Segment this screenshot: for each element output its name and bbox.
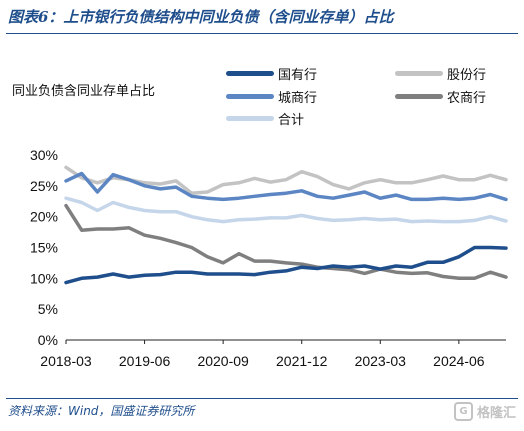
legend-swatch-合计 <box>226 115 274 121</box>
y-tick-label: 20% <box>30 209 58 225</box>
y-tick-label: 15% <box>30 240 58 256</box>
x-tick-label: 2018-03 <box>40 353 92 369</box>
source-divider <box>6 398 518 399</box>
y-tick-label: 10% <box>30 270 58 286</box>
series-line-股份行 <box>64 165 508 195</box>
legend-item-城商行: 城商行 <box>226 87 318 106</box>
title-divider <box>6 33 518 34</box>
legend-item-农商行: 农商行 <box>395 87 487 106</box>
y-tick-label: 25% <box>30 178 58 194</box>
x-tick-label: 2023-03 <box>355 353 407 369</box>
legend-label-国有行: 国有行 <box>278 67 318 83</box>
legend-item-股份行: 股份行 <box>395 64 487 83</box>
legend-label-合计: 合计 <box>278 112 305 128</box>
watermark-logo: G 格隆汇 <box>453 402 516 421</box>
legend-label-农商行: 农商行 <box>447 90 487 106</box>
legend-swatch-股份行 <box>395 70 443 76</box>
x-tick-label: 2020-09 <box>197 353 249 369</box>
x-tick-label: 2019-06 <box>119 353 171 369</box>
legend-swatch-城商行 <box>226 93 274 99</box>
y-tick-label: 5% <box>38 301 58 317</box>
series-line-农商行 <box>64 203 508 281</box>
legend-swatch-国有行 <box>226 70 274 76</box>
legend-swatch-农商行 <box>395 93 443 99</box>
x-tick-label: 2024-06 <box>433 353 485 369</box>
legend-label-城商行: 城商行 <box>278 90 318 106</box>
y-tick-label: 30% <box>30 147 58 163</box>
watermark-logo-icon: G <box>453 402 473 421</box>
series-line-合计 <box>64 196 508 224</box>
source-note: 资料来源：Wind，国盛证券研究所 <box>8 404 195 418</box>
watermark-text: 格隆汇 <box>476 406 516 421</box>
series-line-国有行 <box>64 245 508 285</box>
x-tick-label: 2021-12 <box>276 353 328 369</box>
series-line-城商行 <box>64 171 508 202</box>
y-tick-label: 0% <box>38 332 58 348</box>
page-title: 图表6：上市银行负债结构中同业负债（含同业存单）占比 <box>8 8 394 26</box>
legend-item-国有行: 国有行 <box>226 64 318 83</box>
legend-item-合计: 合计 <box>226 109 305 128</box>
legend-label-股份行: 股份行 <box>447 67 487 83</box>
chart-title: 同业负债含同业存单占比 <box>12 84 156 99</box>
